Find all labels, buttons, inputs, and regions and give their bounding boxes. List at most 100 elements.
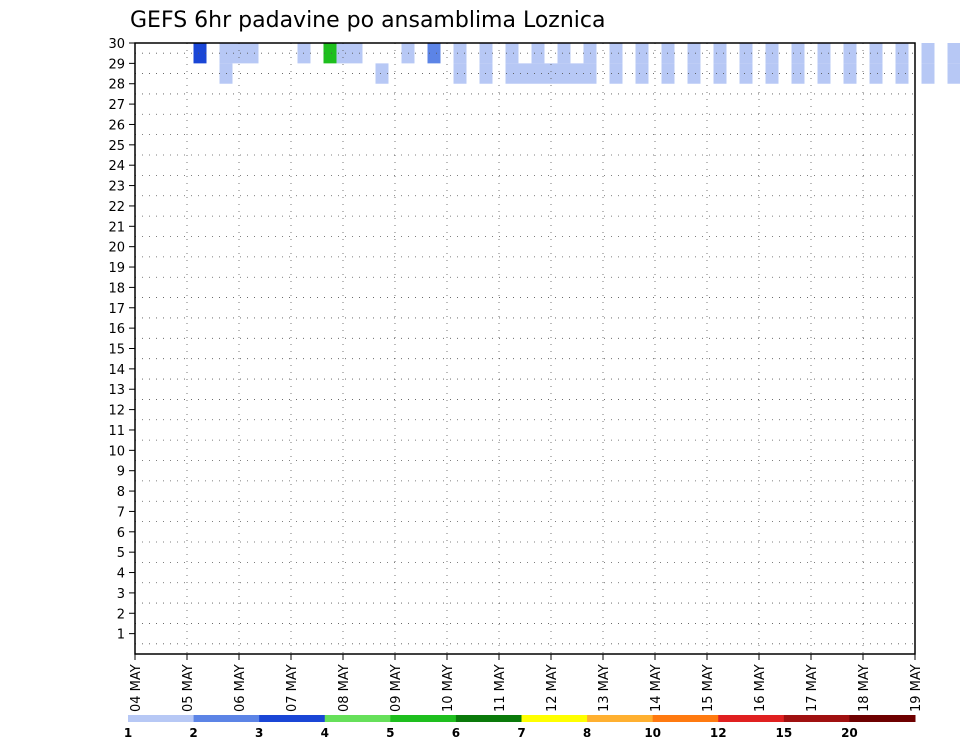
colorbar-label: 12 <box>710 726 727 740</box>
heat-cell <box>453 43 467 64</box>
colorbar-swatch <box>521 715 588 722</box>
y-tick-label: 17 <box>108 302 125 317</box>
colorbar-swatch <box>128 715 195 722</box>
y-tick-label: 6 <box>117 526 125 541</box>
heat-cell <box>895 63 909 84</box>
heat-cell <box>895 43 909 64</box>
heat-cell <box>713 43 727 64</box>
colorbar-swatch <box>587 715 654 722</box>
y-tick-label: 2 <box>117 607 125 622</box>
y-tick-label: 16 <box>108 322 125 337</box>
heat-cell <box>557 63 571 84</box>
heat-cell <box>869 43 883 64</box>
heat-cell <box>427 43 441 64</box>
colorbar: 1 2 3 4 5 6 7 8 10 12 15 20 <box>124 715 916 740</box>
x-tick-label: 08 MAY <box>337 664 352 712</box>
heat-cell <box>557 43 571 64</box>
heat-cell <box>518 63 532 84</box>
x-tick-label: 14 MAY <box>649 664 664 712</box>
y-tick-label: 25 <box>108 139 125 154</box>
colorbar-swatch <box>652 715 719 722</box>
heat-cell <box>817 43 831 64</box>
heat-cell <box>739 63 753 84</box>
y-tick-label: 14 <box>108 363 125 378</box>
colorbar-swatch <box>390 715 457 722</box>
x-tick-label: 11 MAY <box>493 664 508 712</box>
y-tick-label: 15 <box>108 343 125 358</box>
heat-cell <box>336 43 350 64</box>
y-tick-label: 23 <box>108 180 125 195</box>
y-tick-label: 21 <box>108 220 125 235</box>
y-tick-label: 3 <box>117 587 125 602</box>
y-tick-label: 24 <box>108 159 125 174</box>
heat-cell <box>323 43 337 64</box>
colorbar-label: 3 <box>255 726 263 740</box>
x-axis: 04 MAY 05 MAY 06 MAY 07 MAY 08 MAY 09 MAY 10 M… <box>129 654 924 712</box>
x-tick-label: 18 MAY <box>857 664 872 712</box>
heat-cell <box>531 63 545 84</box>
heat-cell <box>193 43 207 64</box>
heat-cell <box>531 43 545 64</box>
colorbar-label: 8 <box>583 726 591 740</box>
colorbar-label: 20 <box>841 726 858 740</box>
heat-cell <box>921 43 935 64</box>
y-tick-label: 30 <box>108 37 125 52</box>
y-tick-label: 9 <box>117 465 125 480</box>
colorbar-swatch <box>259 715 326 722</box>
x-tick-label: 09 MAY <box>389 664 404 712</box>
heat-cell <box>375 63 389 84</box>
colorbar-label: 1 <box>124 726 132 740</box>
y-tick-label: 10 <box>108 444 125 459</box>
y-tick-label: 5 <box>117 546 125 561</box>
heat-cell <box>232 43 246 64</box>
x-tick-label: 12 MAY <box>545 664 560 712</box>
y-tick-label: 7 <box>117 505 125 520</box>
colorbar-label: 5 <box>386 726 394 740</box>
colorbar-label: 10 <box>644 726 661 740</box>
chart-title: GEFS 6hr padavine po ansamblima Loznica <box>130 8 605 33</box>
y-tick-label: 18 <box>108 281 125 296</box>
colorbar-label: 2 <box>189 726 197 740</box>
colorbar-swatch <box>849 715 916 722</box>
x-tick-label: 19 MAY <box>909 664 924 712</box>
y-tick-label: 29 <box>108 57 125 72</box>
heat-cell <box>869 63 883 84</box>
y-tick-label: 1 <box>117 628 125 643</box>
x-tick-label: 04 MAY <box>129 664 144 712</box>
x-tick-label: 07 MAY <box>285 664 300 712</box>
colorbar-label: 4 <box>321 726 329 740</box>
heat-cell <box>817 63 831 84</box>
x-tick-label: 17 MAY <box>805 664 820 712</box>
heat-cell <box>947 63 960 84</box>
y-tick-label: 20 <box>108 241 125 256</box>
y-tick-label: 12 <box>108 404 125 419</box>
cells-layer <box>193 43 960 84</box>
heat-cell <box>505 63 519 84</box>
heat-cell <box>505 43 519 64</box>
colorbar-swatch <box>193 715 260 722</box>
y-tick-label: 28 <box>108 78 125 93</box>
colorbar-label: 15 <box>775 726 792 740</box>
x-tick-label: 13 MAY <box>597 664 612 712</box>
x-tick-label: 06 MAY <box>233 664 248 712</box>
y-axis: 1234567891011121314151617181920212223242… <box>108 37 135 643</box>
heat-cell <box>713 63 727 84</box>
gridlines <box>135 43 915 654</box>
heat-cell <box>349 43 363 64</box>
heat-cell <box>453 63 467 84</box>
y-tick-label: 19 <box>108 261 125 276</box>
colorbar-swatch <box>783 715 850 722</box>
y-tick-label: 4 <box>117 567 125 582</box>
heat-cell <box>609 63 623 84</box>
x-tick-label: 15 MAY <box>701 664 716 712</box>
heat-cell <box>791 63 805 84</box>
heat-cell <box>739 43 753 64</box>
y-tick-label: 27 <box>108 98 125 113</box>
x-tick-label: 05 MAY <box>181 664 196 712</box>
y-tick-label: 8 <box>117 485 125 500</box>
y-tick-label: 22 <box>108 200 125 215</box>
heat-cell <box>635 43 649 64</box>
y-tick-label: 11 <box>108 424 125 439</box>
heat-cell <box>947 43 960 64</box>
